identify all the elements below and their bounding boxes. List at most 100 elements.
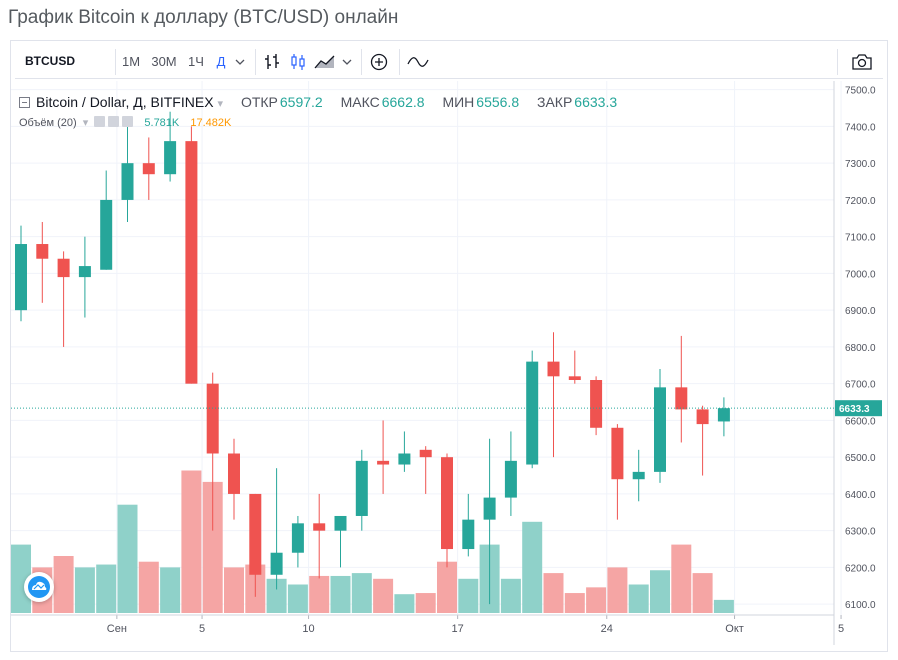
y-tick-label: 6100.0 — [845, 600, 876, 611]
volume-bar — [543, 573, 564, 613]
y-tick-label: 6200.0 — [845, 563, 876, 574]
interval-day-button[interactable]: Д — [216, 54, 226, 69]
volume-bar — [224, 567, 244, 613]
candle-up[interactable] — [462, 519, 475, 550]
volume-bar — [309, 575, 330, 613]
y-tick-label: 6300.0 — [845, 527, 876, 538]
x-tick-label: Окт — [725, 623, 744, 635]
cloud-logo-icon — [28, 576, 50, 598]
candle-down[interactable] — [611, 427, 624, 480]
candle-down[interactable] — [228, 453, 240, 494]
add-compare-icon — [370, 53, 388, 71]
candle-down[interactable] — [419, 449, 432, 458]
volume-bar — [713, 599, 734, 613]
candle-down[interactable] — [377, 460, 390, 465]
candle-down[interactable] — [568, 376, 581, 380]
interval-dropdown-button[interactable] — [232, 45, 248, 78]
y-tick-label: 7100.0 — [845, 233, 876, 244]
collapse-legend-icon[interactable] — [19, 97, 30, 108]
candle-up[interactable] — [526, 361, 539, 465]
volume-visibility-icon[interactable] — [94, 116, 106, 127]
candle-up[interactable] — [398, 453, 411, 465]
candle-down[interactable] — [36, 244, 49, 259]
indicators-icon — [407, 57, 429, 67]
bars-style-button[interactable] — [261, 45, 283, 78]
volume-bar — [373, 578, 394, 613]
candle-up[interactable] — [632, 471, 645, 480]
candle-down[interactable] — [206, 383, 219, 454]
candle-up[interactable] — [78, 266, 91, 278]
volume-bar — [522, 521, 543, 613]
y-tick-label: 7500.0 — [845, 86, 876, 97]
candle-down[interactable] — [249, 493, 262, 575]
volume-bar — [138, 561, 159, 613]
symbol-search-button[interactable]: BTCUSD — [25, 54, 75, 68]
candle-down[interactable] — [675, 387, 688, 410]
candle-up[interactable] — [15, 244, 27, 311]
y-tick-label: 6800.0 — [845, 343, 876, 354]
volume-value-1: 5.781K — [144, 117, 180, 129]
candles-style-button[interactable] — [287, 45, 309, 78]
area-style-button[interactable] — [313, 45, 337, 78]
interval-1m-button[interactable]: 1М — [121, 54, 141, 69]
volume-remove-icon[interactable] — [122, 116, 134, 127]
volume-settings-icon[interactable] — [108, 116, 120, 127]
x-tick-label: Сен — [107, 623, 127, 635]
volume-bar — [287, 584, 308, 613]
volume-indicator-label[interactable]: Объём (20) — [19, 117, 77, 129]
indicators-button[interactable] — [405, 45, 431, 78]
legend-low-value: 6556.8 — [476, 94, 520, 110]
candle-up[interactable] — [164, 141, 177, 175]
candle-up[interactable] — [291, 523, 304, 553]
area-chart-icon — [314, 55, 335, 69]
tradingview-logo[interactable] — [24, 572, 54, 602]
legend-open-value: 6597.2 — [279, 94, 323, 110]
candle-up[interactable] — [270, 552, 283, 575]
screenshot-button[interactable] — [849, 45, 875, 78]
candle-up[interactable] — [355, 460, 368, 516]
y-tick-label: 6500.0 — [845, 453, 876, 464]
candle-down[interactable] — [547, 361, 560, 377]
chart-legend: Bitcoin / Dollar, Д, BITFINEX ▾ ОТКР 6597.… — [19, 94, 617, 110]
interval-30m-button[interactable]: 30М — [151, 54, 177, 69]
x-tick-label: 5 — [838, 623, 844, 635]
volume-bar — [394, 594, 415, 613]
candle-up[interactable] — [100, 199, 113, 270]
compare-symbol-button[interactable] — [367, 45, 391, 78]
legend-close-label: ЗАКР — [537, 94, 573, 110]
volume-bar — [607, 567, 628, 613]
candle-up[interactable] — [717, 408, 730, 422]
candlestick-chart[interactable]: 7500.0 7400.0 7300.0 7200.0 7100.0 7000.0 6900… — [11, 81, 887, 651]
candles-icon — [291, 54, 305, 70]
candle-up[interactable] — [121, 163, 134, 200]
candle-down[interactable] — [57, 258, 70, 278]
candle-up[interactable] — [654, 387, 666, 472]
legend-high-value: 6662.8 — [381, 94, 425, 110]
chart-toolbar: BTCUSD 1М 30М 1Ч Д — [15, 45, 883, 79]
candle-up[interactable] — [483, 497, 496, 520]
volume-menu-icon[interactable]: ▾ — [82, 117, 89, 129]
chart-style-dropdown-button[interactable] — [339, 45, 355, 78]
candle-down[interactable] — [185, 141, 198, 384]
y-tick-label: 7200.0 — [845, 196, 876, 207]
volume-bar — [160, 567, 181, 613]
legend-symbol-title[interactable]: Bitcoin / Dollar, Д, BITFINEX — [36, 94, 214, 110]
volume-bar — [415, 593, 436, 613]
volume-legend: Объём (20) ▾ 5.781K 17.482K — [19, 116, 231, 129]
candle-down[interactable] — [313, 523, 326, 531]
candle-down[interactable] — [696, 409, 709, 425]
volume-bar — [671, 544, 692, 613]
candle-down[interactable] — [590, 380, 603, 428]
candle-down[interactable] — [441, 457, 453, 550]
volume-bar — [117, 504, 138, 613]
legend-menu-icon[interactable]: ▾ — [217, 98, 224, 110]
candle-down[interactable] — [142, 163, 155, 175]
volume-bar — [437, 561, 457, 613]
candle-up[interactable] — [334, 515, 347, 531]
page-title: График Bitcoin к доллару (BTC/USD) онлай… — [8, 7, 399, 28]
legend-low-label: МИН — [442, 94, 475, 110]
candle-up[interactable] — [504, 460, 517, 498]
volume-bar — [351, 573, 372, 613]
x-tick-label: 5 — [199, 623, 205, 635]
interval-1h-button[interactable]: 1Ч — [188, 54, 204, 69]
